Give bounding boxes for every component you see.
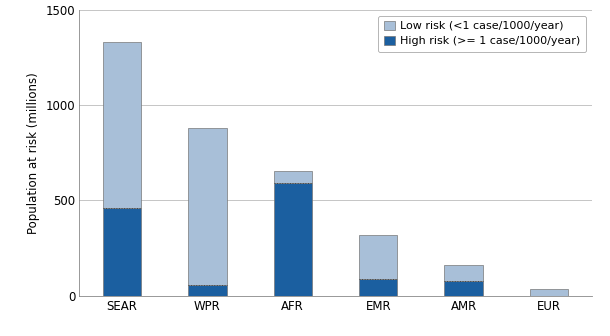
Bar bbox=[359, 235, 398, 279]
Bar bbox=[188, 128, 226, 285]
Legend: Low risk (<1 case/1000/year), High risk (>= 1 case/1000/year): Low risk (<1 case/1000/year), High risk … bbox=[378, 16, 586, 52]
Bar bbox=[530, 289, 569, 296]
Bar bbox=[102, 208, 141, 296]
Bar bbox=[445, 282, 483, 296]
Bar bbox=[188, 285, 226, 296]
Bar bbox=[273, 183, 312, 296]
Bar bbox=[359, 279, 398, 296]
Bar bbox=[102, 42, 141, 208]
Y-axis label: Population at risk (millions): Population at risk (millions) bbox=[27, 72, 40, 234]
Bar bbox=[273, 171, 312, 183]
Bar bbox=[445, 265, 483, 282]
